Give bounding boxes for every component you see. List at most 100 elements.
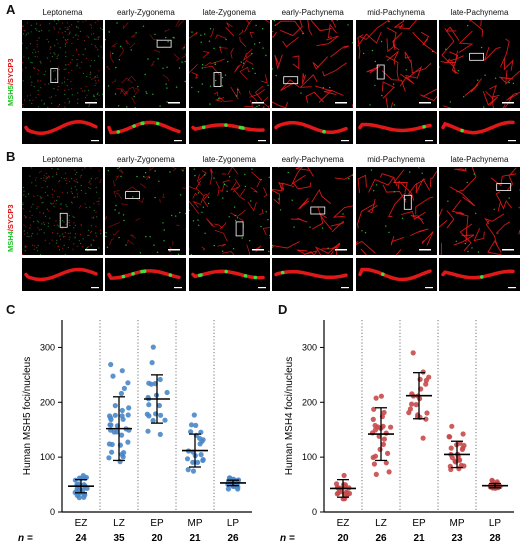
- data-point: [125, 412, 131, 418]
- micrograph-a-5: [439, 20, 520, 108]
- data-point: [164, 389, 170, 396]
- x-category-label: EP: [412, 518, 426, 529]
- x-category-label: LZ: [113, 518, 125, 529]
- data-point: [381, 409, 387, 416]
- x-category-label: MP: [188, 518, 203, 529]
- data-point: [190, 468, 197, 474]
- micrograph-a-1: [105, 20, 187, 108]
- data-point: [370, 416, 376, 422]
- zoom-inset-b-0: [22, 258, 103, 291]
- data-point: [333, 481, 340, 487]
- data-point: [377, 446, 383, 452]
- zoom-inset-a-1: [105, 111, 187, 144]
- data-point: [410, 350, 416, 356]
- y-tick-label: 200: [302, 397, 317, 407]
- data-point: [378, 393, 384, 399]
- data-point: [423, 416, 429, 422]
- x-category-label: EP: [150, 518, 164, 529]
- msh4-label: MSH4: [6, 231, 15, 252]
- zoom-inset-b-1: [105, 258, 187, 291]
- panel-letter-b: B: [6, 149, 16, 164]
- data-point: [119, 451, 125, 457]
- data-point: [386, 469, 392, 475]
- micrograph-a-2: [188, 20, 270, 108]
- data-point: [121, 385, 127, 391]
- data-point: [108, 361, 114, 368]
- data-point: [371, 461, 377, 467]
- data-point: [126, 405, 132, 411]
- data-point: [195, 459, 201, 465]
- data-point: [381, 436, 387, 442]
- n-value: 26: [227, 533, 239, 544]
- micrograph-b-5: [439, 167, 520, 255]
- chart-msh5-foci: Human MSH5 foci/nucleus 0 100 200 300 EZ 24 LZ 3…: [18, 320, 252, 544]
- n-value: 28: [489, 533, 501, 544]
- data-point: [409, 401, 415, 407]
- data-point: [114, 429, 120, 435]
- zoom-inset-b-5: [439, 258, 520, 291]
- stage-label-a-0: Leptonema: [42, 8, 83, 17]
- zoom-inset-a-0: [22, 111, 103, 144]
- data-point: [125, 439, 131, 445]
- zoom-inset-a-3: [272, 111, 354, 144]
- micrograph-row-a: Leptonema early-Zygonema late-Zygonema earl…: [22, 8, 520, 148]
- data-point: [145, 428, 151, 434]
- zoom-inset-b-4: [355, 258, 437, 291]
- data-point: [149, 360, 155, 366]
- data-point: [76, 495, 82, 501]
- data-point: [150, 417, 156, 424]
- data-point: [119, 413, 125, 419]
- data-point: [119, 407, 125, 414]
- stage-label-a-5: late-Pachynema: [450, 8, 509, 17]
- data-point: [185, 467, 191, 473]
- stage-label-b-2: late-Zygonema: [202, 155, 256, 164]
- stage-label-a-3: early-Pachynema: [281, 8, 344, 17]
- data-point: [371, 406, 377, 412]
- stain-label-a: MSH5/SYCP3: [6, 58, 15, 106]
- n-value: 21: [413, 533, 425, 544]
- data-point: [225, 486, 231, 492]
- data-point: [157, 431, 163, 437]
- data-point: [158, 412, 164, 418]
- data-point: [118, 390, 124, 397]
- data-point: [226, 475, 233, 481]
- zoom-inset-b-3: [272, 258, 354, 291]
- data-point: [460, 445, 466, 451]
- data-point: [417, 376, 423, 382]
- zoom-inset-a-2: [188, 111, 270, 144]
- data-point: [109, 441, 115, 448]
- stage-label-b-0: Leptonema: [42, 155, 83, 164]
- data-point: [156, 402, 162, 409]
- data-point: [119, 368, 125, 374]
- n-label: n =: [280, 533, 295, 544]
- data-point: [200, 457, 206, 463]
- y-tick-label: 300: [40, 342, 55, 352]
- data-point: [119, 432, 125, 438]
- stage-label-b-4: mid-Pachynema: [367, 155, 425, 164]
- data-point: [184, 456, 191, 462]
- zoom-inset-b-2: [188, 258, 270, 291]
- data-point: [146, 402, 152, 408]
- data-point: [188, 429, 194, 435]
- stage-label-b-5: late-Pachynema: [450, 155, 509, 164]
- y-tick-label: 100: [302, 452, 317, 462]
- msh5-label: MSH5: [6, 85, 15, 106]
- micrograph-row-b: Leptonema early-Zygonema late-Zygonema earl…: [22, 155, 520, 295]
- data-point: [193, 422, 199, 428]
- x-category-label: LP: [227, 518, 240, 529]
- data-point: [447, 434, 453, 440]
- zoom-inset-a-4: [355, 111, 437, 144]
- n-value: 23: [451, 533, 463, 544]
- data-point: [457, 440, 463, 446]
- zoom-inset-a-5: [439, 111, 520, 144]
- data-point: [106, 455, 112, 461]
- data-point: [420, 369, 426, 375]
- x-category-label: LP: [489, 518, 502, 529]
- x-category-label: LZ: [375, 518, 387, 529]
- n-label: n =: [18, 533, 33, 544]
- data-point: [373, 471, 379, 477]
- micrograph-b-2: [188, 167, 270, 255]
- panel-letter-a: A: [6, 2, 16, 17]
- data-point: [190, 459, 196, 465]
- micrograph-b-1: [105, 167, 187, 255]
